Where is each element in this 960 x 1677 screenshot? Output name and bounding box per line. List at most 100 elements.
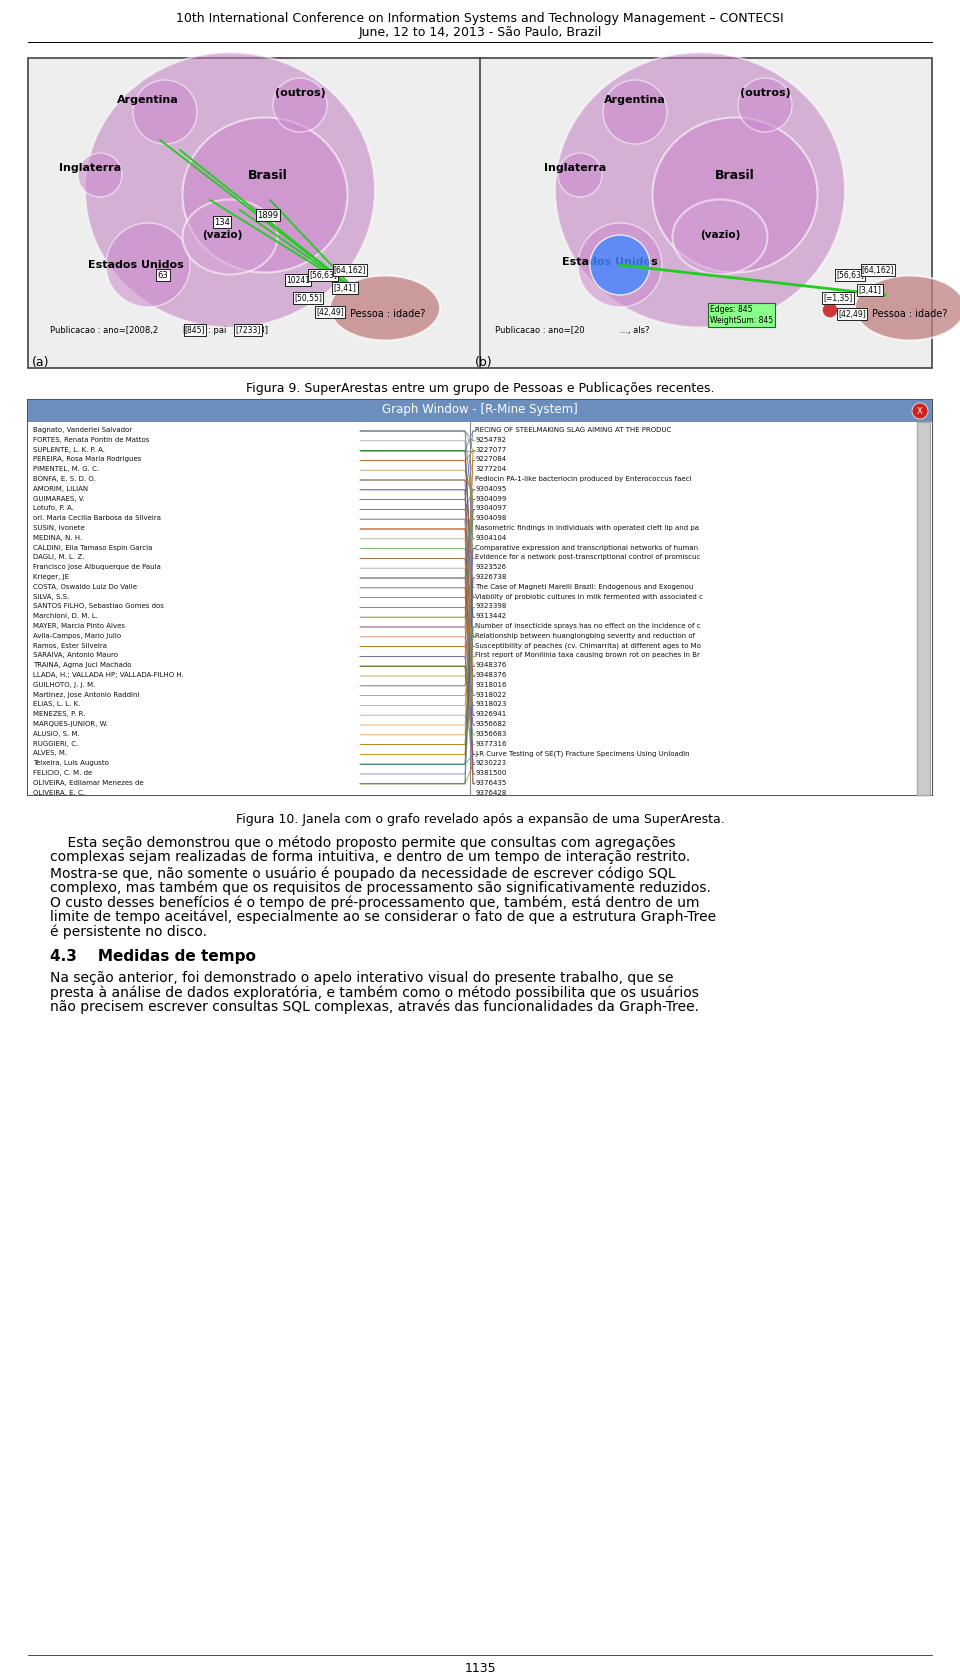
Text: Martinez, Jose Antonio Raddini: Martinez, Jose Antonio Raddini <box>33 691 139 698</box>
Circle shape <box>738 79 792 132</box>
Text: J-R Curve Testing of SE(T) Fracture Specimens Using Unloadin: J-R Curve Testing of SE(T) Fracture Spec… <box>475 750 689 756</box>
Ellipse shape <box>330 275 440 340</box>
Text: [56,63]: [56,63] <box>836 270 864 280</box>
Text: Graph Window - [R-Mine System]: Graph Window - [R-Mine System] <box>382 402 578 416</box>
Text: First report of Monilinia taxa causing brown rot on peaches in Br: First report of Monilinia taxa causing b… <box>475 652 700 659</box>
Text: 9376428: 9376428 <box>475 790 506 795</box>
Text: SUPLENTE, L. K. P. A.: SUPLENTE, L. K. P. A. <box>33 446 105 453</box>
Text: ori. Maria Cecilia Barbosa da Silveira: ori. Maria Cecilia Barbosa da Silveira <box>33 515 161 522</box>
Text: FELICIO, C. M. de: FELICIO, C. M. de <box>33 770 92 776</box>
Text: 4.3    Medidas de tempo: 4.3 Medidas de tempo <box>50 949 256 964</box>
Text: SUSIN, Ivonete: SUSIN, Ivonete <box>33 525 84 532</box>
Text: não precisem escrever consultas SQL complexas, através das funcionalidades da Gr: não precisem escrever consultas SQL comp… <box>50 999 699 1015</box>
Text: OLIVEIRA, Edilamar Menezes de: OLIVEIRA, Edilamar Menezes de <box>33 780 144 787</box>
Text: The Case of Magneti Marelli Brazil: Endogenous and Exogenou: The Case of Magneti Marelli Brazil: Endo… <box>475 584 693 590</box>
Text: RUGGIERI, C.: RUGGIERI, C. <box>33 741 79 746</box>
Text: 9227084: 9227084 <box>475 456 506 463</box>
Ellipse shape <box>855 275 960 340</box>
Text: Estados Unidos: Estados Unidos <box>563 257 658 267</box>
Text: 9304104: 9304104 <box>475 535 506 540</box>
Text: Krieger, JE: Krieger, JE <box>33 574 69 580</box>
Text: RECING OF STEELMAKING SLAG AIMING AT THE PRODUC: RECING OF STEELMAKING SLAG AIMING AT THE… <box>475 428 671 433</box>
Text: 9318022: 9318022 <box>475 691 506 698</box>
Text: [3,41]: [3,41] <box>858 285 881 295</box>
Text: Comparative expression and transcriptional networks of human: Comparative expression and transcription… <box>475 545 698 550</box>
Text: Ramos, Ester Silveira: Ramos, Ester Silveira <box>33 642 107 649</box>
Text: 9326941: 9326941 <box>475 711 506 718</box>
Text: Bagnato, Vanderlei Salvador: Bagnato, Vanderlei Salvador <box>33 428 132 433</box>
Circle shape <box>822 302 838 319</box>
Text: FORTES, Renata Pontin de Mattos: FORTES, Renata Pontin de Mattos <box>33 436 150 443</box>
Text: Brasil: Brasil <box>248 168 288 181</box>
Text: 9356682: 9356682 <box>475 721 506 728</box>
Text: Figura 9. SuperArestas entre um grupo de Pessoas e Publicações recentes.: Figura 9. SuperArestas entre um grupo de… <box>246 382 714 396</box>
Text: 1899: 1899 <box>257 211 278 220</box>
Text: 9304099: 9304099 <box>475 496 506 501</box>
Text: 63: 63 <box>157 270 168 280</box>
Text: Pediocin PA-1-like bacteriocin produced by Enterococcus faeci: Pediocin PA-1-like bacteriocin produced … <box>475 476 691 481</box>
Text: Lotufo, P. A.: Lotufo, P. A. <box>33 505 74 511</box>
Text: [3,41]: [3,41] <box>333 283 356 292</box>
Text: (outros): (outros) <box>739 87 790 97</box>
Text: 9376435: 9376435 <box>475 780 506 787</box>
Circle shape <box>578 223 662 307</box>
Text: DAGLI, M. L. Z.: DAGLI, M. L. Z. <box>33 555 84 560</box>
FancyBboxPatch shape <box>28 423 932 795</box>
Text: [42,49]: [42,49] <box>838 310 866 319</box>
Ellipse shape <box>182 200 277 275</box>
Text: 10th International Conference on Information Systems and Technology Management –: 10th International Conference on Informa… <box>177 12 783 25</box>
FancyBboxPatch shape <box>917 423 930 795</box>
Text: Avila-Campos, Mario Julio: Avila-Campos, Mario Julio <box>33 632 121 639</box>
Text: Inglaterra: Inglaterra <box>544 163 606 173</box>
FancyBboxPatch shape <box>28 59 932 367</box>
Text: (outros): (outros) <box>275 87 325 97</box>
Text: Edges: 845
WeightSum: 845: Edges: 845 WeightSum: 845 <box>710 305 773 325</box>
Text: MENEZES, P. R.: MENEZES, P. R. <box>33 711 85 718</box>
Text: BONFA, E. S. D. O.: BONFA, E. S. D. O. <box>33 476 96 481</box>
Text: MARQUES-JUNIOR, W.: MARQUES-JUNIOR, W. <box>33 721 108 728</box>
Text: [42,49]: [42,49] <box>316 307 344 317</box>
Text: Na seção anterior, foi demonstrado o apelo interativo visual do presente trabalh: Na seção anterior, foi demonstrado o ape… <box>50 971 674 984</box>
Text: [845] : pai: [845] : pai <box>183 325 227 334</box>
Text: LLADA, H.; VALLADA HP; VALLADA-FILHO H.: LLADA, H.; VALLADA HP; VALLADA-FILHO H. <box>33 672 183 678</box>
Text: MAYER, Marcia Pinto Alves: MAYER, Marcia Pinto Alves <box>33 622 125 629</box>
Text: SARAIVA, Antonio Mauro: SARAIVA, Antonio Mauro <box>33 652 118 659</box>
Text: [64,162]: [64,162] <box>862 265 895 275</box>
Text: 10241: 10241 <box>286 275 310 285</box>
Text: Nasometric findings in individuals with operated cleft lip and pa: Nasometric findings in individuals with … <box>475 525 699 532</box>
Text: 9230223: 9230223 <box>475 760 506 766</box>
Ellipse shape <box>673 200 767 275</box>
Text: 9318016: 9318016 <box>475 683 507 688</box>
Text: X: X <box>917 406 923 416</box>
Ellipse shape <box>555 52 845 327</box>
Text: ..., als?: ..., als? <box>620 325 650 334</box>
Circle shape <box>912 402 928 419</box>
Text: 3227077: 3227077 <box>475 446 506 453</box>
Text: (vazio): (vazio) <box>700 230 740 240</box>
Text: (a): (a) <box>32 356 50 369</box>
FancyBboxPatch shape <box>28 401 932 423</box>
Text: presta à análise de dados exploratória, e também como o método possibilita que o: presta à análise de dados exploratória, … <box>50 984 699 999</box>
Text: Estados Unidos: Estados Unidos <box>88 260 184 270</box>
Text: 9304098: 9304098 <box>475 515 506 522</box>
Text: Francisco Jose Albuquerque de Paula: Francisco Jose Albuquerque de Paula <box>33 563 161 570</box>
Text: SANTOS FILHO, Sebastiao Gomes dos: SANTOS FILHO, Sebastiao Gomes dos <box>33 604 164 609</box>
Text: é persistente no disco.: é persistente no disco. <box>50 924 207 939</box>
Circle shape <box>558 153 602 196</box>
Text: 9348376: 9348376 <box>475 662 506 667</box>
Text: [=1,35]: [=1,35] <box>824 293 852 302</box>
Text: MEDINA, N. H.: MEDINA, N. H. <box>33 535 83 540</box>
Text: Publicacao : ano=[2008,2: Publicacao : ano=[2008,2 <box>50 325 158 334</box>
Text: Mostra-se que, não somente o usuário é poupado da necessidade de escrever código: Mostra-se que, não somente o usuário é p… <box>50 865 676 880</box>
Circle shape <box>590 235 650 295</box>
Text: 9377316: 9377316 <box>475 741 507 746</box>
Text: Viability of probiotic cultures in milk fermented with associated c: Viability of probiotic cultures in milk … <box>475 594 703 600</box>
Text: Esta seção demonstrou que o método proposto permite que consultas com agregações: Esta seção demonstrou que o método propo… <box>50 835 676 850</box>
Ellipse shape <box>653 117 818 272</box>
Ellipse shape <box>182 117 348 272</box>
Text: Pessoa : idade?: Pessoa : idade? <box>350 309 425 319</box>
Text: Susceptibility of peaches (cv. Chimarrita) at different ages to Mo: Susceptibility of peaches (cv. Chimarrit… <box>475 642 701 649</box>
Circle shape <box>78 153 122 196</box>
Text: limite de tempo aceitável, especialmente ao se considerar o fato de que a estrut: limite de tempo aceitável, especialmente… <box>50 909 716 924</box>
Text: 9326738: 9326738 <box>475 574 506 580</box>
